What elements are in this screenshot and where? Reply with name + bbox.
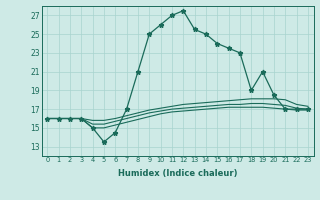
X-axis label: Humidex (Indice chaleur): Humidex (Indice chaleur) bbox=[118, 169, 237, 178]
